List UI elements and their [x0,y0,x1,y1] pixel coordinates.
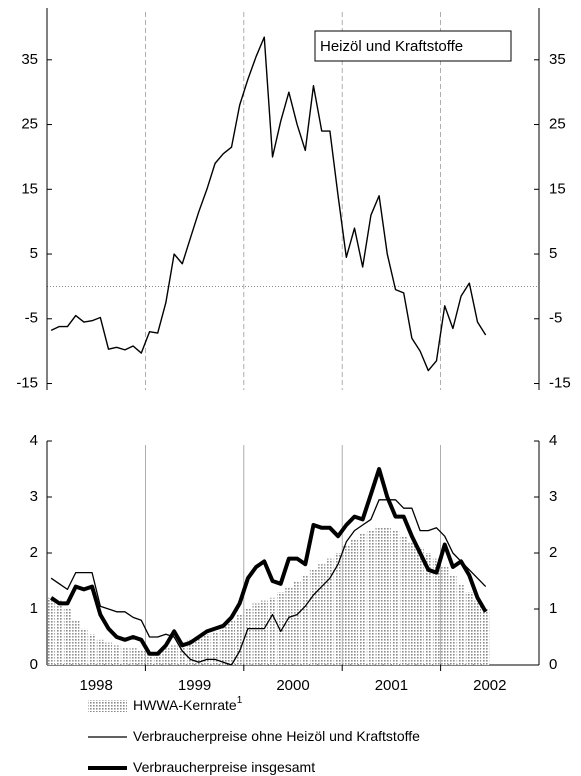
legend-label: HWWA-Kernrate1 [133,695,243,713]
bar [465,592,473,665]
bar [203,634,211,665]
bar [416,547,424,665]
legend-footnote: 1 [237,695,243,706]
bar [277,592,285,665]
bar [375,527,383,665]
bar [104,642,113,665]
bar [424,553,432,665]
x-tick-label: 2001 [375,677,408,694]
bar [334,553,342,665]
legend-name: HWWA-Kernrate [133,697,237,713]
y2-tick-label: 25 [549,116,566,133]
bar [457,583,465,665]
line [50,36,487,372]
bar [88,634,96,665]
line [49,467,488,656]
bar [367,530,375,665]
y-tick-label: 25 [21,116,38,133]
y-tick-label: 3 [30,488,38,505]
legend-name: Verbraucherpreise ohne Heizöl und Krafts… [133,728,420,744]
legend-label: Verbraucherpreise ohne Heizöl und Krafts… [133,728,420,744]
bar [96,639,104,665]
y2-tick-label: 1 [549,600,557,617]
y-tick-label: 4 [30,432,38,449]
annotation: Heizöl und Kraftstoffe [320,38,463,55]
bar [72,620,80,665]
bar [383,527,391,665]
y2-tick-label: 5 [549,245,557,262]
bar [400,536,408,665]
bar [252,603,260,665]
bar [359,533,367,665]
y-tick-label: 0 [30,656,38,673]
y-tick-label: 2 [30,544,38,561]
bar [154,653,162,665]
bar [227,620,236,665]
x-tick-label: 1998 [80,677,113,694]
bar [441,567,449,665]
bar [268,597,277,665]
bar [326,558,334,665]
bar [137,651,145,665]
bar [145,653,154,665]
bar [318,564,326,665]
x-tick-label: 2000 [276,677,309,694]
bar [449,575,457,665]
bar [408,541,416,665]
bar [47,597,55,665]
bar [211,631,219,665]
bar [63,609,72,665]
bar [121,648,129,665]
bar [482,609,490,665]
x-tick-label: 2002 [473,677,506,694]
bar [236,614,244,665]
legend-label: Verbraucherpreise insgesamt [133,759,315,775]
y2-tick-label: 3 [549,488,557,505]
line [50,499,487,666]
bar [473,600,482,665]
bar [113,645,121,665]
bar [285,586,293,665]
y-tick-label: -5 [25,310,38,327]
y2-tick-label: -5 [549,310,562,327]
bar [195,637,203,665]
bar [342,544,350,665]
bar [186,639,195,665]
y-tick-label: 1 [30,600,38,617]
y2-tick-label: -15 [549,374,571,391]
bar [293,581,301,665]
y2-tick-label: 35 [549,51,566,68]
y-tick-label: 35 [21,51,38,68]
x-tick-label: 1999 [178,677,211,694]
bar [309,569,318,665]
bar [301,575,309,665]
bar [55,600,63,665]
y-tick-label: 15 [21,180,38,197]
bar [391,530,400,665]
y2-tick-label: 4 [549,432,557,449]
bar [162,648,170,665]
y-tick-label: -15 [16,374,38,391]
y2-tick-label: 2 [549,544,557,561]
legend-name: Verbraucherpreise insgesamt [133,759,315,775]
bar [80,628,88,665]
bar [219,625,227,665]
bar [244,609,252,665]
bar [178,642,186,665]
annotation-box [314,30,512,62]
bar [432,558,441,665]
bar [350,539,359,665]
y2-tick-label: 0 [549,656,557,673]
y-tick-label: 5 [30,245,38,262]
bar [170,645,178,665]
y2-tick-label: 15 [549,180,566,197]
bar [129,648,137,665]
bar [260,600,268,665]
legend-swatch [88,700,127,712]
